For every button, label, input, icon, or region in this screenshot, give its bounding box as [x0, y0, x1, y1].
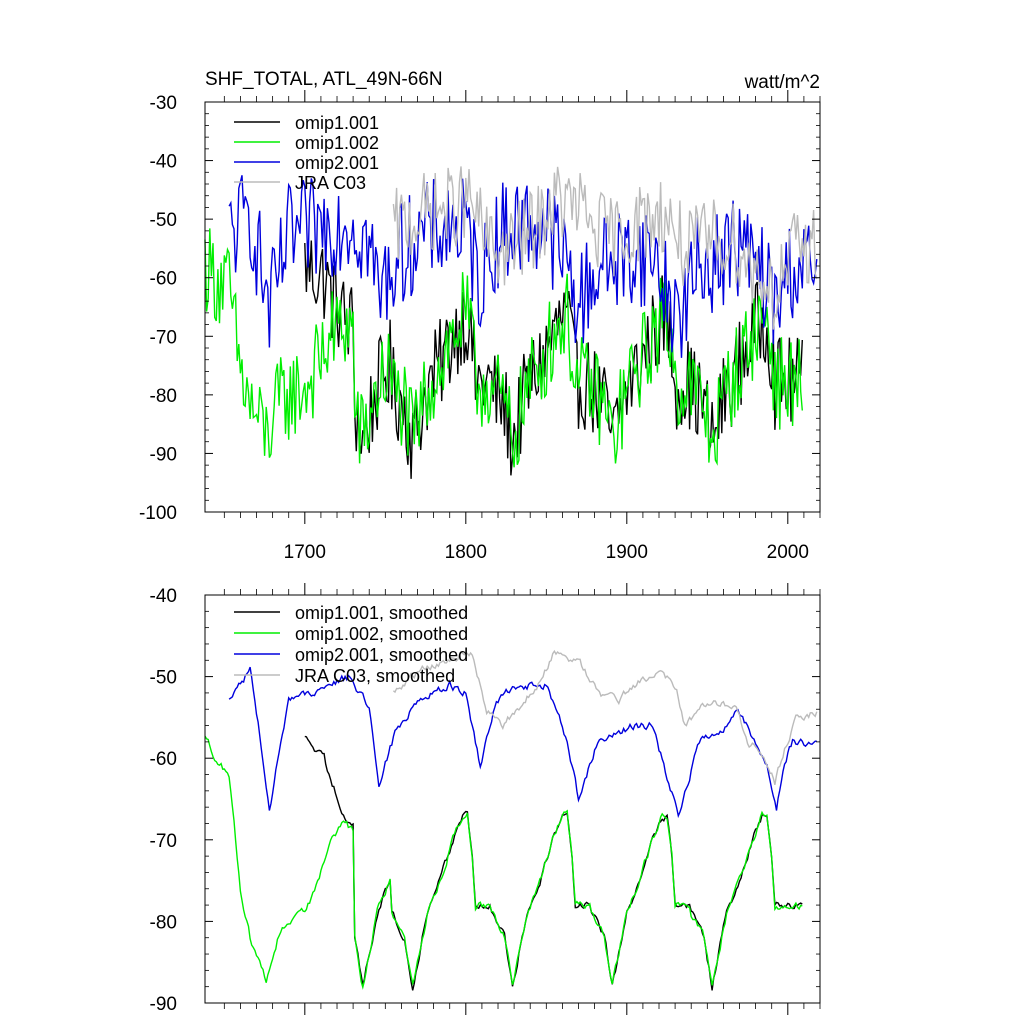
top-series-line-1: [204, 228, 803, 468]
bottom-ytick-label-4: -80: [150, 912, 177, 933]
top-legend-label-0: omip1.001: [295, 113, 379, 133]
top-legend: omip1.001 omip1.002 omip2.001 JRA C03: [234, 113, 379, 193]
top-ytick-label-0: -30: [150, 93, 177, 114]
top-chart-title: SHF_TOTAL, ATL_49N-66N: [205, 69, 443, 90]
top-xtick-label-3: 2000: [767, 542, 809, 563]
top-xtick-label-1: 1800: [445, 542, 487, 563]
bottom-panel: -40 -50 -60 -70 -80 -90 omip1.001, smoothed o…: [150, 583, 821, 1015]
top-legend-label-2: omip2.001: [295, 153, 379, 173]
top-panel: SHF_TOTAL, ATL_49N-66N watt/m^2 -30 -40 -5…: [139, 69, 821, 563]
top-ytick-label-1: -40: [150, 152, 177, 173]
top-ytick-label-4: -70: [150, 327, 177, 348]
bottom-series-line-3: [392, 649, 818, 785]
bottom-plot-frame: [204, 594, 821, 1004]
top-series-group: [204, 166, 818, 479]
top-series-line-3: [392, 166, 818, 330]
top-legend-label-3: JRA C03: [295, 173, 366, 193]
bottom-ytick-label-0: -40: [150, 586, 177, 607]
top-ytick-label-2: -50: [150, 210, 177, 231]
top-chart-units: watt/m^2: [744, 72, 820, 93]
bottom-axes: -40 -50 -60 -70 -80 -90: [150, 583, 821, 1015]
top-ytick-label-5: -80: [150, 386, 177, 407]
bottom-legend-label-3: JRA C03, smoothed: [295, 666, 455, 686]
bottom-ytick-label-5: -90: [150, 994, 177, 1015]
top-xtick-label-0: 1700: [284, 542, 326, 563]
top-legend-label-1: omip1.002: [295, 133, 379, 153]
bottom-legend-label-0: omip1.001, smoothed: [295, 603, 468, 623]
top-series-line-0: [304, 240, 803, 479]
bottom-legend-label-2: omip2.001, smoothed: [295, 645, 468, 665]
bottom-series-line-1: [204, 735, 803, 990]
bottom-series-group: [204, 649, 818, 991]
bottom-series-line-2: [228, 666, 817, 819]
bottom-legend: omip1.001, smoothed omip1.002, smoothed …: [234, 603, 468, 686]
top-axes: -30 -40 -50 -60 -70 -80 -90 -100 1700 1800 1900 200…: [139, 90, 821, 563]
top-ytick-label-6: -90: [150, 444, 177, 465]
bottom-ytick-label-1: -50: [150, 668, 177, 689]
top-plot-frame: [204, 101, 821, 513]
bottom-ytick-label-3: -70: [150, 831, 177, 852]
bottom-legend-label-1: omip1.002, smoothed: [295, 624, 468, 644]
top-ytick-label-7: -100: [139, 503, 177, 524]
bottom-series-line-0: [304, 735, 803, 991]
bottom-ytick-label-2: -60: [150, 749, 177, 770]
top-ytick-label-3: -60: [150, 269, 177, 290]
top-xtick-label-2: 1900: [606, 542, 648, 563]
